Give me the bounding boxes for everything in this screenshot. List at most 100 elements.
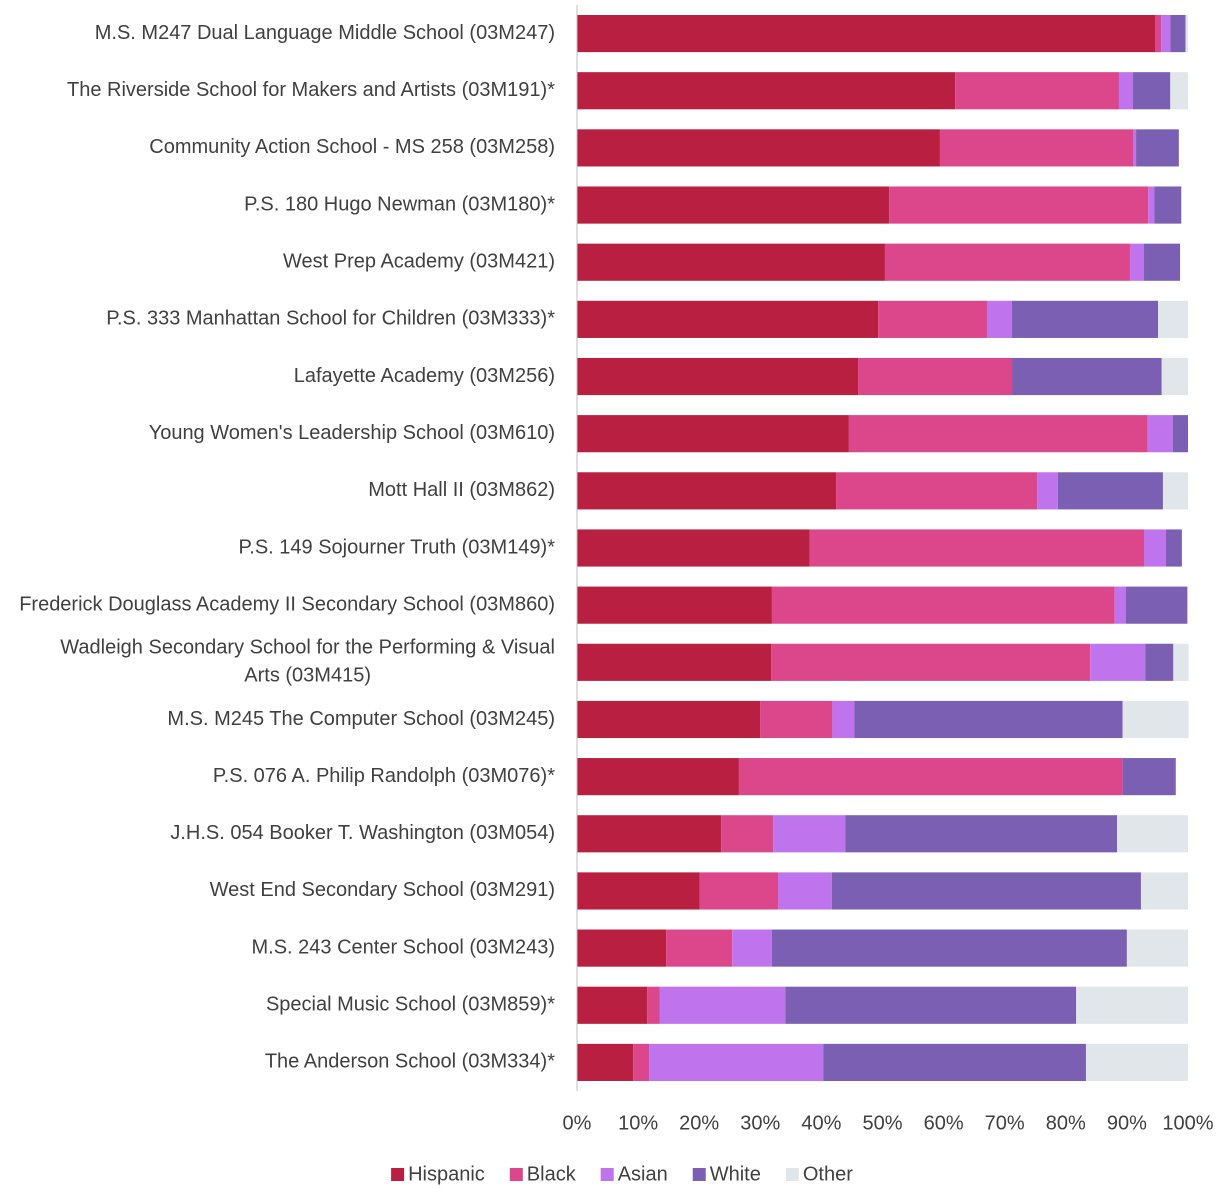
bar-segment bbox=[1144, 529, 1167, 567]
bar-segment bbox=[577, 929, 667, 967]
bar-segment bbox=[836, 472, 1038, 510]
bar-segment bbox=[577, 700, 761, 739]
bar-segment bbox=[1090, 643, 1146, 681]
x-tick-label: 20% bbox=[679, 1112, 719, 1134]
bar-segment bbox=[760, 700, 833, 739]
bar-segment bbox=[1162, 472, 1188, 510]
y-tick-label: The Anderson School (03M334)* bbox=[265, 1051, 555, 1073]
y-tick-label: P.S. 180 Hugo Newman (03M180)* bbox=[244, 193, 555, 215]
bar-segment bbox=[577, 243, 885, 281]
bar-segment bbox=[1126, 929, 1188, 967]
bar-segment bbox=[1185, 15, 1188, 53]
bar-segment bbox=[577, 72, 956, 110]
bar-segment bbox=[1140, 872, 1188, 910]
bar-segment bbox=[647, 986, 660, 1024]
legend: Hispanic Black Asian White Other bbox=[391, 1163, 853, 1185]
y-tick-label: West Prep Academy (03M421) bbox=[283, 250, 555, 272]
bar-segment bbox=[1166, 529, 1182, 567]
bar-segment bbox=[1144, 243, 1181, 281]
bar-segment bbox=[1154, 186, 1182, 224]
y-tick-label: Wadleigh Secondary School for the Perfor… bbox=[60, 637, 555, 687]
bar-segment bbox=[577, 15, 1156, 53]
bar-segment bbox=[1145, 643, 1174, 681]
y-tick-label: P.S. 333 Manhattan School for Children (… bbox=[106, 308, 555, 330]
bar-segment bbox=[1122, 700, 1189, 739]
bar-segment bbox=[577, 300, 879, 338]
y-tick-label: M.S. M247 Dual Language Middle School (0… bbox=[95, 22, 555, 44]
bar-segment bbox=[577, 586, 772, 624]
bar-segment bbox=[1037, 472, 1058, 510]
bar-segment bbox=[1118, 72, 1134, 110]
bar-segment bbox=[939, 129, 1134, 167]
bar-segment bbox=[823, 1043, 1086, 1081]
y-tick-label: J.H.S. 054 Booker T. Washington (03M054) bbox=[170, 822, 555, 844]
bar-segment bbox=[1170, 15, 1186, 53]
x-tick-label: 50% bbox=[862, 1112, 902, 1134]
bar-segment bbox=[1117, 815, 1188, 853]
bar-segment bbox=[889, 186, 1149, 224]
y-tick-label: P.S. 149 Sojourner Truth (03M149)* bbox=[239, 536, 556, 558]
bar-segment bbox=[878, 300, 987, 338]
bar-segment bbox=[771, 929, 1127, 967]
x-tick-label: 10% bbox=[618, 1112, 658, 1134]
legend-label: Other bbox=[803, 1163, 853, 1185]
bar-segment bbox=[1147, 415, 1173, 453]
legend-swatch bbox=[391, 1168, 405, 1181]
bar-segment bbox=[778, 872, 832, 910]
bar-segment bbox=[633, 1043, 650, 1081]
y-tick-label: Community Action School - MS 258 (03M258… bbox=[149, 136, 555, 158]
x-tick-label: 40% bbox=[801, 1112, 841, 1134]
bar-segment bbox=[773, 815, 846, 853]
y-tick-label: The Riverside School for Makers and Arti… bbox=[67, 79, 555, 101]
bar-segment bbox=[738, 758, 1123, 796]
bar-segment bbox=[577, 1043, 634, 1081]
bar-segment bbox=[1161, 357, 1188, 396]
x-tick-label: 0% bbox=[563, 1112, 592, 1134]
bar-segment bbox=[577, 872, 700, 910]
legend-swatch bbox=[509, 1168, 523, 1181]
bar-segment bbox=[1172, 415, 1188, 453]
y-tick-label: Young Women's Leadership School (03M610) bbox=[149, 422, 555, 444]
bar-segment bbox=[986, 300, 1013, 338]
bar-segment bbox=[1012, 300, 1159, 338]
bar-segment bbox=[699, 872, 779, 910]
bar-segment bbox=[577, 472, 837, 510]
legend-label: Hispanic bbox=[408, 1163, 485, 1185]
bar-segment bbox=[848, 415, 1148, 453]
y-tick-label: P.S. 076 A. Philip Randolph (03M076)* bbox=[213, 765, 555, 787]
bar-segment bbox=[785, 986, 1077, 1024]
bar-segment bbox=[1085, 1043, 1188, 1081]
bar-segment bbox=[577, 529, 810, 567]
bar-segment bbox=[1122, 758, 1176, 796]
bar-segment bbox=[884, 243, 1130, 281]
legend-label: Asian bbox=[618, 1163, 668, 1185]
y-tick-label: Lafayette Academy (03M256) bbox=[294, 365, 555, 387]
bar-segment bbox=[854, 700, 1123, 739]
bar-segment bbox=[858, 357, 1013, 396]
bar-segment bbox=[577, 815, 722, 853]
bar-segment bbox=[1012, 357, 1162, 396]
legend-swatch bbox=[692, 1168, 706, 1181]
legend-label: White bbox=[710, 1163, 761, 1185]
bar-segment bbox=[577, 986, 648, 1024]
x-tick-label: 30% bbox=[740, 1112, 780, 1134]
bar-segment bbox=[1133, 129, 1137, 167]
bar-segment bbox=[1148, 186, 1155, 224]
x-tick-label: 100% bbox=[1162, 1112, 1213, 1134]
bar-segment bbox=[577, 758, 739, 796]
bar-segment bbox=[1136, 129, 1179, 167]
bar-segment bbox=[577, 186, 890, 224]
bar-segment bbox=[1057, 472, 1163, 510]
y-tick-label: Frederick Douglass Academy II Secondary … bbox=[19, 593, 555, 615]
legend-label: Black bbox=[527, 1163, 577, 1185]
x-tick-label: 80% bbox=[1046, 1112, 1086, 1134]
bar-segment bbox=[831, 872, 1141, 910]
bar-segment bbox=[1170, 72, 1188, 110]
bar-segment bbox=[1125, 586, 1188, 624]
x-tick-label: 60% bbox=[924, 1112, 964, 1134]
y-tick-label: M.S. 243 Center School (03M243) bbox=[252, 936, 556, 958]
bar-segment bbox=[845, 815, 1118, 853]
x-tick-label: 70% bbox=[985, 1112, 1025, 1134]
bar-segment bbox=[832, 700, 855, 739]
